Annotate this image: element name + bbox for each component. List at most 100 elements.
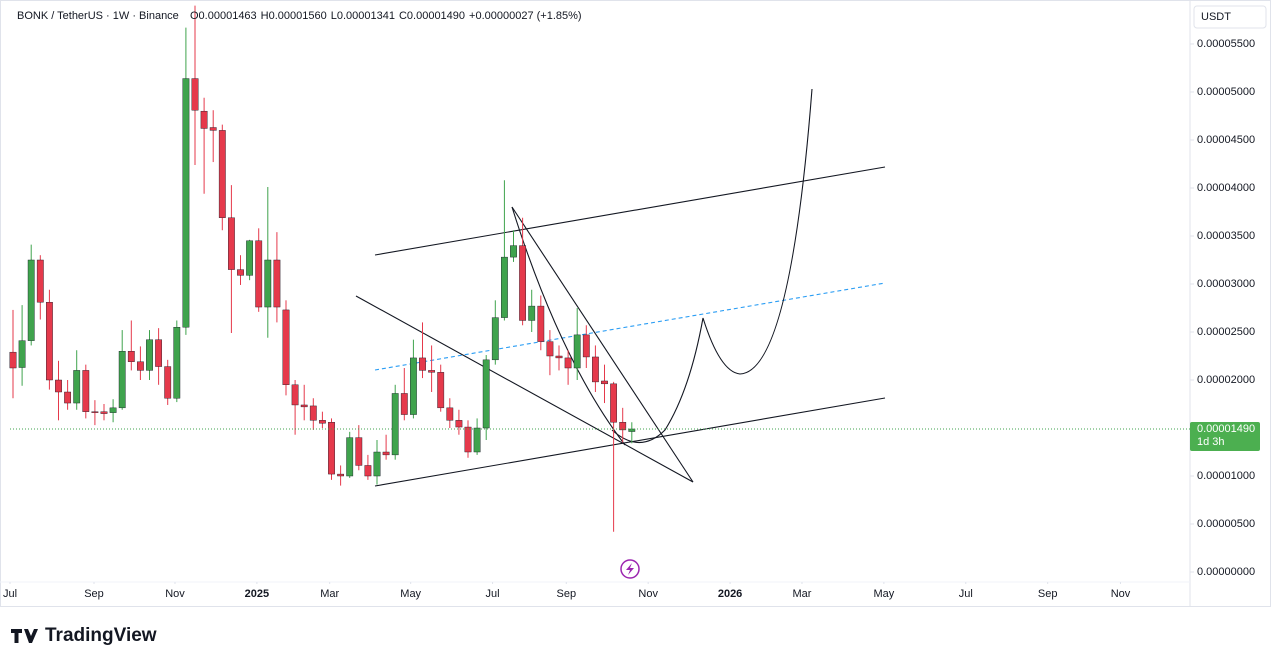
x-tick-label: Mar [792,588,811,600]
currency-label: USDT [1201,11,1231,23]
y-tick-label: 0.00004000 [1197,182,1255,194]
x-tick-label: May [400,588,421,600]
candle-body [309,405,317,421]
candle-body [246,240,254,276]
candle-body [410,357,417,415]
candle-body [619,422,627,431]
candle-body [319,420,326,424]
candle-body [118,350,126,409]
y-tick-label: 0.00003500 [1197,230,1255,242]
candle-body [209,127,217,131]
candle-body [73,370,81,404]
y-tick-label: 0.00004500 [1197,134,1255,146]
candle-body [91,411,99,413]
candle-body [164,366,172,399]
y-tick-label: 0.00000000 [1197,566,1255,578]
candle-body [137,361,144,371]
candle-body [419,357,426,371]
y-tick-label: 0.00005000 [1197,86,1255,98]
candle-body [582,334,590,358]
trend-curve [511,206,626,446]
candle-body [346,437,354,477]
y-tick-label: 0.00002500 [1197,326,1255,338]
projection-path [611,88,813,443]
candle-body [328,422,335,475]
candle-body [455,420,463,428]
x-tick-label: Sep [556,588,576,600]
x-tick-label: Sep [84,588,104,600]
candle-body [437,372,445,409]
candle-body [300,404,308,408]
candle-body [601,380,608,385]
candle-body [446,407,454,421]
candle-body [491,317,499,361]
x-tick-label: Nov [638,588,658,600]
candle-body [482,359,490,429]
candle-body [391,393,399,456]
candle-body [100,411,108,414]
candle-body [555,355,563,359]
candle-body [464,426,472,453]
candle-body [510,245,517,258]
ohlc-legend: O0.00001463 H0.00001560 L0.00001341 C0.0000… [190,10,582,22]
candle-body [501,256,508,318]
x-tick-label: Sep [1038,588,1058,600]
candle-body [182,78,190,328]
candle-body [528,305,536,321]
currency-box[interactable] [1193,5,1267,29]
candle-body [382,451,390,456]
candle-body [255,240,263,308]
event-icon[interactable] [620,559,640,579]
candle-body [200,110,208,129]
brand-name: TradingView [45,625,157,646]
candle-body [127,350,135,362]
y-tick-label: 0.00000500 [1197,518,1255,530]
candle-body [264,259,272,308]
ohlc-value: +0.00000027 (+1.85%) [469,10,582,22]
candle-body [291,384,299,406]
x-tick-label: 2026 [718,588,742,600]
candles [9,5,636,532]
y-tick-label: 0.00003000 [1197,278,1255,290]
chart-frame [0,0,1271,607]
candle-body [46,302,53,381]
candle-body [337,473,345,477]
candle-body [373,451,381,477]
x-tick-label: Nov [165,588,185,600]
candle-body [282,309,290,386]
trend-line [374,397,886,487]
candle-body [109,407,117,413]
candle-body [64,391,72,404]
candle-body [228,217,235,270]
event-bolt [626,563,634,575]
drawings [355,88,886,487]
candle-body [473,427,481,453]
candle-body [355,437,363,466]
candle-body [564,357,572,369]
candle-body [27,259,35,341]
candle-body [546,341,554,357]
candle-body [592,356,599,383]
candle-body [18,340,26,368]
candle-body [191,78,199,111]
ohlc-value: O0.00001463 [190,10,257,22]
x-tick-label: Jul [3,588,17,600]
x-tick-label: Mar [320,588,339,600]
candle-body [519,245,527,321]
x-tick-label: May [873,588,894,600]
candle-body [155,339,163,367]
candle-body [82,370,90,412]
ohlc-value: C0.00001490 [399,10,465,22]
candle-body [610,383,618,423]
x-tick-label: 2025 [245,588,269,600]
candle-body [218,130,226,218]
trend-line [355,295,694,483]
ohlc-value: H0.00001560 [261,10,327,22]
candle-body [146,339,153,371]
chart-title: BONK / TetherUS · 1W · Binance [17,10,179,22]
y-tick-label: 0.00001000 [1197,470,1255,482]
last-price-label: 0.00001490 [1197,423,1255,435]
x-tick-label: Jul [486,588,500,600]
